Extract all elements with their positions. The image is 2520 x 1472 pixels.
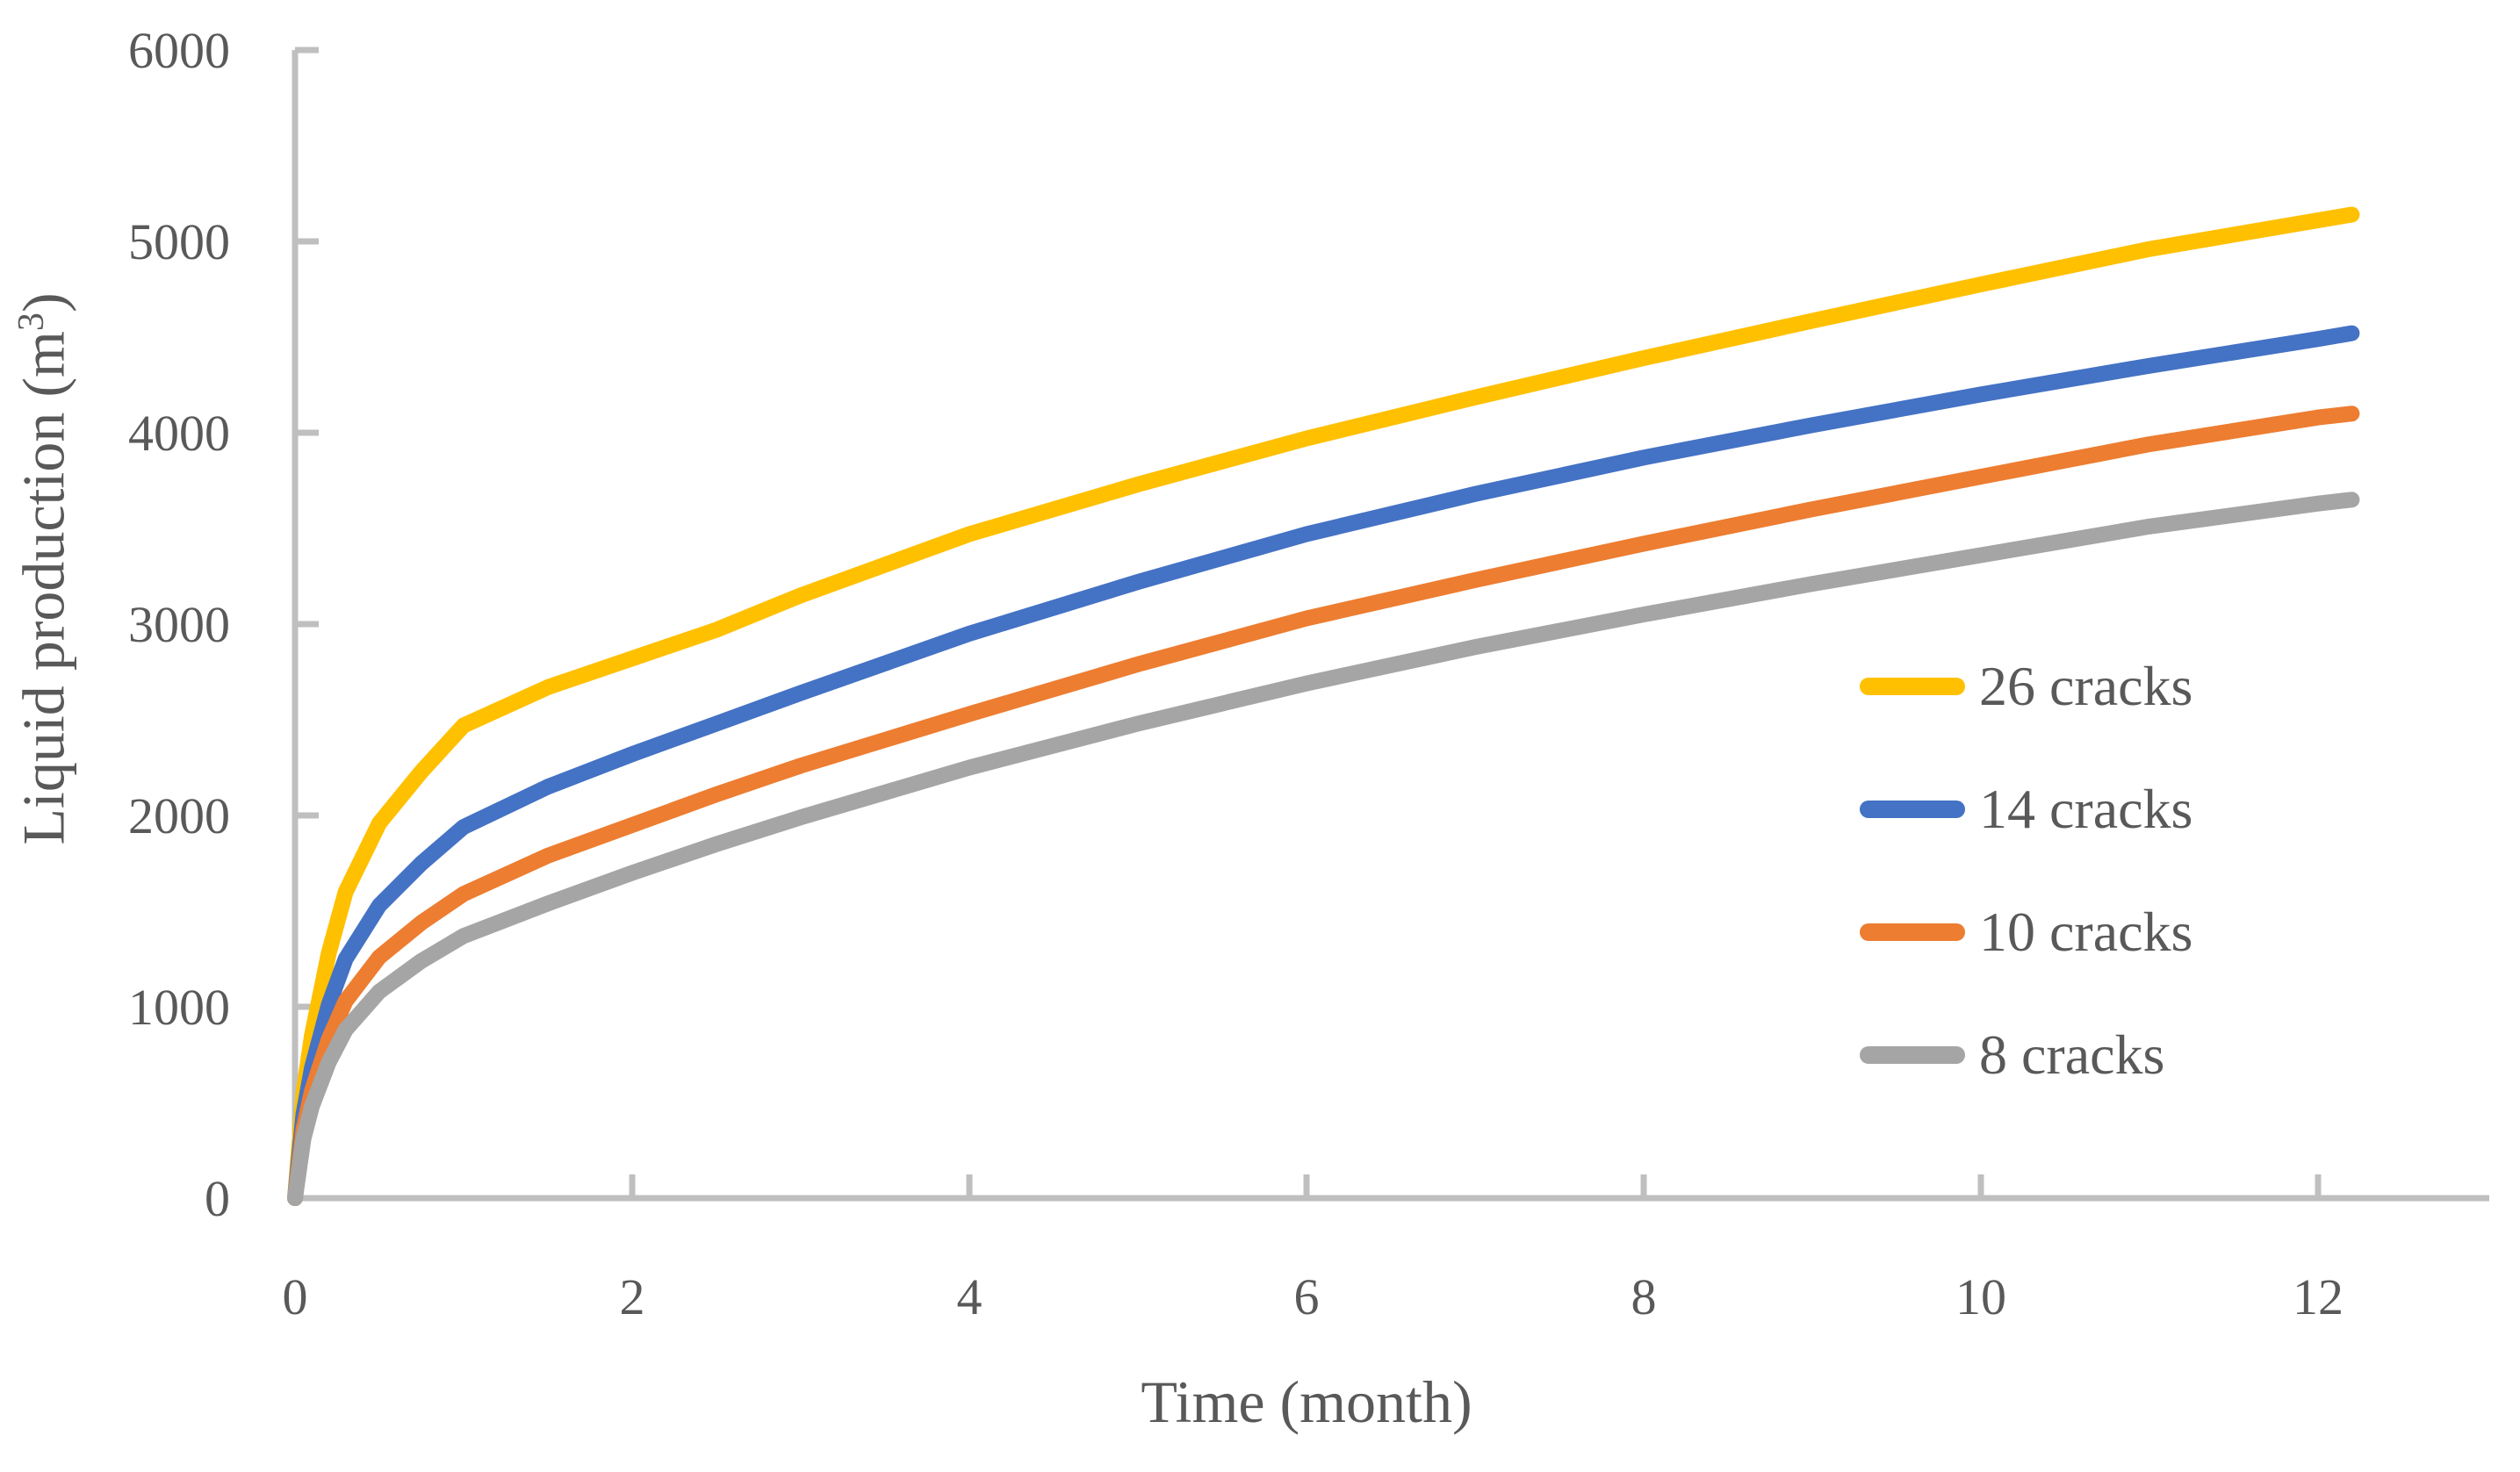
x-tick-label: 10 bbox=[1955, 1268, 2006, 1325]
y-tick-label: 3000 bbox=[128, 596, 230, 653]
y-tick-label: 2000 bbox=[128, 787, 230, 844]
legend-label: 10 cracks bbox=[1979, 901, 2193, 963]
series-line-10-cracks bbox=[287, 406, 2360, 1206]
series-line-14-cracks bbox=[287, 325, 2360, 1206]
x-tick-label: 0 bbox=[283, 1268, 308, 1325]
x-tick-label: 2 bbox=[620, 1268, 645, 1325]
legend-line-swatch-14-cracks bbox=[1860, 801, 1965, 818]
y-axis-title-text: Liquid production (m bbox=[10, 331, 77, 845]
x-tick-label: 6 bbox=[1294, 1268, 1320, 1325]
x-axis-title: Time (month) bbox=[1141, 1368, 1472, 1435]
series-line-26-cracks bbox=[287, 206, 2360, 1206]
legend-line-swatch-26-cracks bbox=[1860, 678, 1965, 695]
x-tick-label: 8 bbox=[1631, 1268, 1657, 1325]
y-axis-title-superscript: 3 bbox=[10, 312, 52, 332]
y-tick-label: 0 bbox=[205, 1170, 230, 1227]
x-tick-label: 4 bbox=[957, 1268, 983, 1325]
legend-line-swatch-8-cracks bbox=[1860, 1046, 1965, 1064]
y-axis-title: Liquid production (m3) bbox=[10, 292, 79, 844]
y-tick-label: 4000 bbox=[128, 405, 230, 462]
legend: 26 cracks 14 cracks 10 cracks 8 cracks bbox=[1860, 625, 2192, 1117]
x-tick-label: 12 bbox=[2293, 1268, 2344, 1325]
legend-line-swatch-10-cracks bbox=[1860, 923, 1965, 941]
y-tick-label: 6000 bbox=[128, 22, 230, 79]
y-tick-label: 1000 bbox=[128, 979, 230, 1036]
legend-item: 26 cracks bbox=[1860, 625, 2192, 748]
legend-label: 14 cracks bbox=[1979, 778, 2193, 840]
legend-item: 10 cracks bbox=[1860, 871, 2192, 994]
legend-item: 8 cracks bbox=[1860, 994, 2192, 1117]
y-axis-title-close: ) bbox=[10, 292, 77, 313]
legend-label: 26 cracks bbox=[1979, 655, 2193, 717]
legend-label: 8 cracks bbox=[1979, 1023, 2165, 1086]
legend-item: 14 cracks bbox=[1860, 748, 2192, 871]
y-tick-label: 5000 bbox=[128, 213, 230, 270]
series-line-8-cracks bbox=[287, 492, 2360, 1206]
